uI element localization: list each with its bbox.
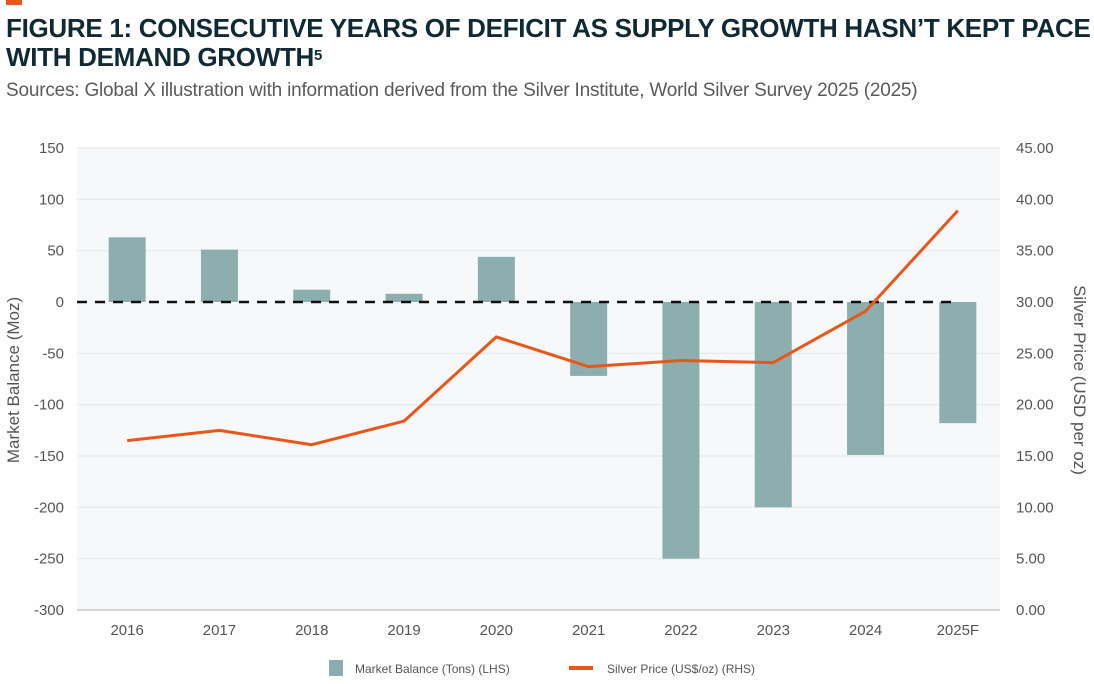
bar-2017 (200, 249, 238, 302)
legend-swatch-market-balance (329, 660, 343, 676)
bar-2018 (293, 289, 331, 302)
right-tick-label: 20.00 (1016, 397, 1054, 414)
bar-series (108, 237, 977, 559)
figure-title: FIGURE 1: CONSECUTIVE YEARS OF DEFICIT A… (6, 14, 1091, 72)
right-axis-ticks: 45.00 40.00 35.00 30.00 25.00 20.00 15.00 10.00… (1016, 140, 1054, 619)
right-tick-label: 35.00 (1016, 243, 1054, 260)
left-tick-label: -250 (34, 551, 64, 568)
x-tick-label: 2023 (757, 622, 790, 639)
left-tick-label: -150 (34, 448, 64, 465)
right-tick-label: 25.00 (1016, 345, 1054, 362)
x-tick-label: 2018 (295, 622, 328, 639)
price-line (126, 209, 959, 447)
bar-2023 (754, 302, 792, 508)
right-tick-label: 40.00 (1016, 191, 1054, 208)
right-axis-label: Silver Price (USD per oz) (1070, 285, 1089, 475)
legend-label-silver-price: Silver Price (US$/oz) (RHS) (607, 662, 755, 676)
bar-2025F (939, 302, 977, 424)
legend-swatch-silver-price (569, 666, 593, 670)
x-tick-label: 2019 (387, 622, 420, 639)
figure-title-text: FIGURE 1: CONSECUTIVE YEARS OF DEFICIT A… (6, 13, 1091, 72)
bar-2020 (477, 256, 515, 302)
right-tick-label: 0.00 (1016, 602, 1045, 619)
left-axis-ticks: 150 100 50 0 -50 -100 -150 -200 -250 -300 (34, 140, 64, 619)
bar-2024 (847, 302, 885, 455)
x-tick-label: 2016 (110, 622, 143, 639)
left-axis-label: Market Balance (Moz) (4, 297, 23, 463)
right-tick-label: 10.00 (1016, 499, 1054, 516)
legend-label-market-balance: Market Balance (Tons) (LHS) (355, 662, 510, 676)
bar-2019 (385, 293, 423, 302)
x-tick-label: 2021 (572, 622, 605, 639)
bar-2022 (662, 302, 700, 559)
left-tick-label: -200 (34, 499, 64, 516)
x-tick-label: 2025F (937, 622, 980, 639)
plot-background (77, 148, 1000, 610)
left-tick-label: 150 (39, 140, 64, 157)
x-tick-label: 2020 (480, 622, 513, 639)
left-tick-label: -50 (42, 345, 64, 362)
accent-bar (6, 0, 22, 5)
figure-subtitle: Sources: Global X illustration with info… (6, 80, 918, 101)
right-tick-label: 30.00 (1016, 294, 1054, 311)
x-tick-label: 2017 (203, 622, 236, 639)
right-tick-label: 15.00 (1016, 448, 1054, 465)
legend: Market Balance (Tons) (LHS) Silver Price… (329, 660, 755, 676)
x-tick-label: 2024 (849, 622, 882, 639)
left-tick-label: -300 (34, 602, 64, 619)
footnote-marker: 5 (314, 47, 323, 64)
x-tick-label: 2022 (664, 622, 697, 639)
left-tick-label: -100 (34, 397, 64, 414)
x-axis-ticks: 2016 2017 2018 2019 2020 2021 2022 2023 2024 2025… (110, 622, 979, 639)
left-tick-label: 100 (39, 191, 64, 208)
left-tick-label: 0 (56, 294, 64, 311)
price-points (127, 210, 958, 445)
bar-2016 (108, 237, 146, 302)
right-tick-label: 5.00 (1016, 551, 1045, 568)
right-tick-label: 45.00 (1016, 140, 1054, 157)
left-tick-label: 50 (47, 243, 64, 260)
